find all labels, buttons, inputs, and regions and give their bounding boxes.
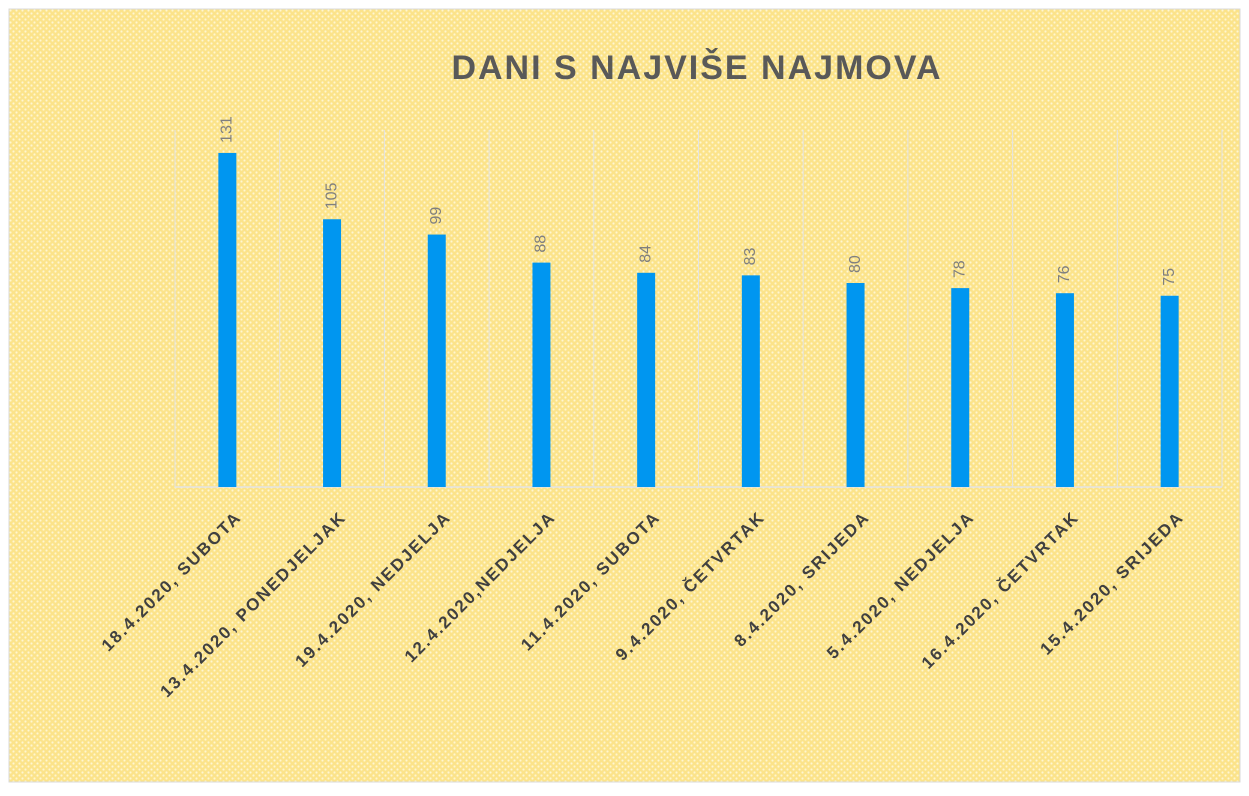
chart-title: DANI S NAJVIŠE NAJMOVA xyxy=(451,48,942,87)
data-label: 105 xyxy=(323,182,340,209)
bar xyxy=(1160,295,1179,487)
data-label: 80 xyxy=(847,255,864,273)
data-label: 99 xyxy=(428,207,445,225)
bar xyxy=(323,219,342,487)
bar xyxy=(532,262,551,487)
bar xyxy=(427,234,446,487)
bar xyxy=(1055,293,1074,487)
data-label: 84 xyxy=(637,245,654,263)
data-label: 75 xyxy=(1161,268,1178,286)
bar xyxy=(951,288,970,487)
bar xyxy=(218,152,237,487)
bar xyxy=(741,275,760,487)
chart-background xyxy=(8,8,1241,783)
bar xyxy=(637,272,656,487)
data-label: 131 xyxy=(219,116,236,143)
data-label: 88 xyxy=(533,235,550,253)
data-label: 78 xyxy=(951,260,968,278)
data-label: 83 xyxy=(742,247,759,265)
bar xyxy=(846,283,865,487)
data-label: 76 xyxy=(1056,265,1073,283)
